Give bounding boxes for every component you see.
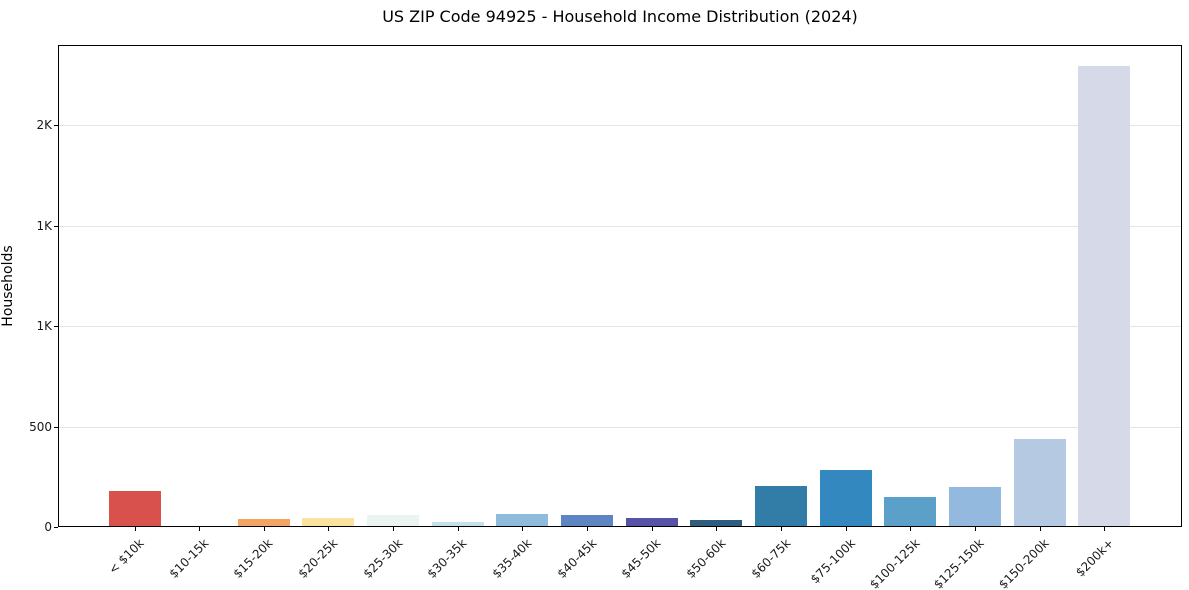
y-tick-mark <box>54 426 58 428</box>
x-tick-mark <box>1039 527 1041 531</box>
y-tick-mark <box>54 326 58 328</box>
x-tick-mark <box>910 527 912 531</box>
bar-50-60k <box>690 519 743 526</box>
y-tick-label: 0 <box>44 520 52 534</box>
x-tick-mark <box>587 527 589 531</box>
x-tick-label: $60-75k <box>748 536 793 581</box>
x-tick-label: $10-15k <box>166 536 212 581</box>
x-tick-label: $200k+ <box>1072 536 1117 580</box>
x-tick-mark <box>1104 527 1106 531</box>
bar-60-75k <box>755 485 807 526</box>
y-tick-label: 1K <box>36 319 52 334</box>
bar-125-150k <box>948 486 1001 526</box>
x-tick-label: $150-200k <box>995 536 1052 590</box>
y-tick-label: 1K <box>36 218 52 233</box>
x-tick-label: < $10k <box>105 536 147 577</box>
gridline-y-1500 <box>59 225 1181 227</box>
x-tick-label: $30-35k <box>424 536 470 581</box>
gridline-y-1000 <box>59 326 1181 328</box>
x-tick-label: $100-125k <box>866 536 923 590</box>
x-tick-mark <box>328 527 330 531</box>
x-tick-mark <box>651 527 653 531</box>
x-tick-label: $25-30k <box>360 536 406 581</box>
bar-75-100k <box>819 469 872 526</box>
plot-area <box>58 45 1182 527</box>
bar-100-125k <box>884 496 937 526</box>
y-tick-mark <box>54 125 58 127</box>
x-tick-mark <box>199 527 201 531</box>
x-tick-mark <box>134 527 136 531</box>
bar-35-40k <box>496 514 549 526</box>
x-tick-mark <box>845 527 847 531</box>
y-tick-mark <box>54 527 58 528</box>
bar-40-45k <box>561 514 614 526</box>
bar-25-30k <box>367 514 420 526</box>
x-axis-tick-labels: < $10k $10-15k $15-20k $20-25k $25-30k $30-35… <box>58 536 1182 590</box>
bar-150-200k <box>1013 438 1066 526</box>
x-tick-label: $15-20k <box>230 536 276 581</box>
y-tick-mark <box>54 225 58 227</box>
bar-10k <box>108 490 161 526</box>
gridline-y-500 <box>59 426 1181 428</box>
x-tick-label: $35-40k <box>489 536 535 581</box>
bar-200k <box>1078 66 1131 526</box>
x-tick-mark <box>522 527 524 531</box>
gridline-y-2000 <box>59 125 1181 127</box>
chart-title: US ZIP Code 94925 - Household Income Dis… <box>382 7 858 26</box>
x-tick-label: $125-150k <box>931 536 987 590</box>
x-tick-label: $75-100k <box>807 536 858 587</box>
x-tick-label: $45-50k <box>618 536 664 581</box>
bar-15-20k <box>237 518 290 526</box>
bar-20-25k <box>302 517 355 526</box>
x-tick-label: $50-60k <box>683 536 729 581</box>
y-tick-label: 2K <box>36 118 52 133</box>
x-tick-mark <box>716 527 718 531</box>
x-tick-mark <box>974 527 976 531</box>
bar-45-50k <box>625 517 678 526</box>
x-tick-mark <box>263 527 265 531</box>
x-tick-mark <box>393 527 395 531</box>
y-tick-label: 500 <box>29 419 52 434</box>
x-tick-label: $20-25k <box>295 536 341 581</box>
x-tick-mark <box>457 527 459 531</box>
x-tick-label: $40-45k <box>554 536 599 581</box>
x-tick-mark <box>781 527 782 531</box>
bar-30-35k <box>431 521 484 526</box>
